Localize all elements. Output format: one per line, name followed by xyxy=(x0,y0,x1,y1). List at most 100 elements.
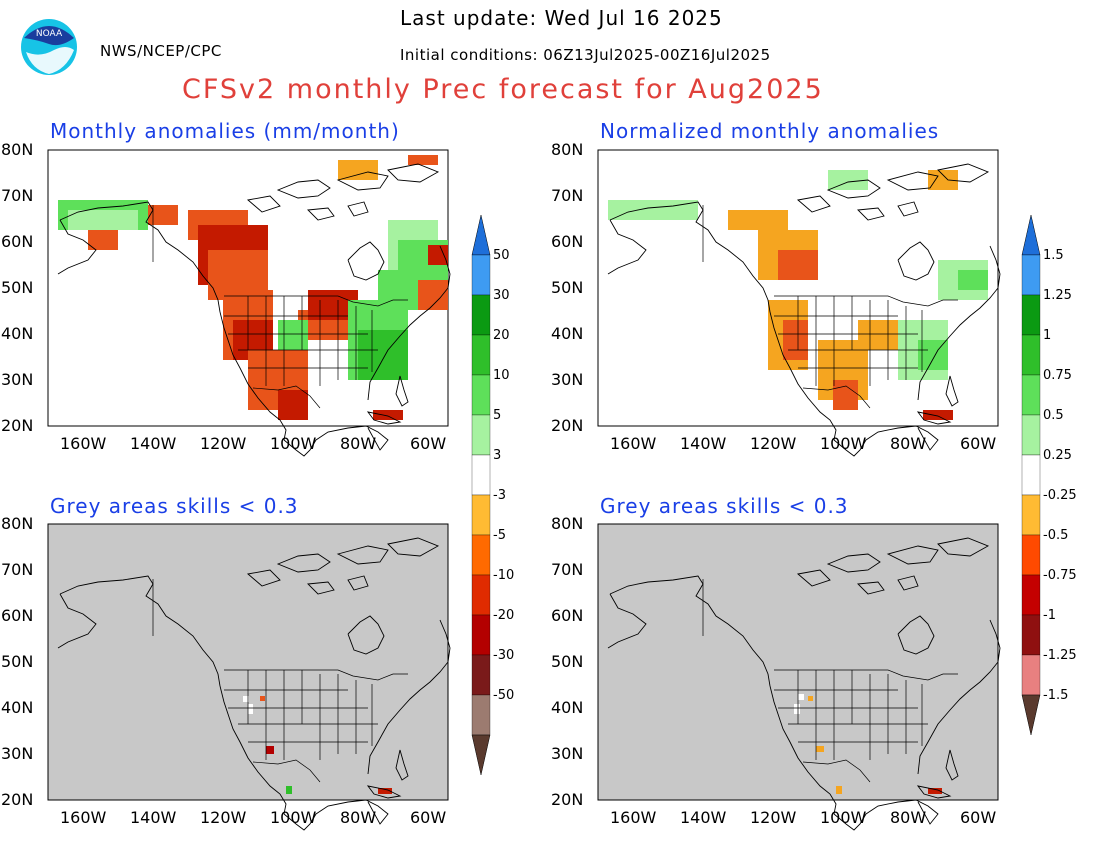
lon-label: 120W xyxy=(200,434,247,453)
colorbar-label: -5 xyxy=(493,528,506,543)
colorbar-bottom-arrow xyxy=(1021,694,1041,736)
lon-label: 120W xyxy=(750,434,797,453)
lon-label: 80W xyxy=(890,434,927,453)
colorbar-label: -0.5 xyxy=(1043,528,1069,543)
colorbar-label: 0.75 xyxy=(1043,368,1072,383)
lat-label: 50N xyxy=(551,278,584,297)
noaa-logo-icon: NOAA xyxy=(21,19,77,75)
lat-label: 40N xyxy=(1,698,34,717)
lat-label: 80N xyxy=(1,140,34,159)
colorbar-segment xyxy=(471,694,491,736)
lat-label: 30N xyxy=(1,370,34,389)
lat-label: 30N xyxy=(551,370,584,389)
lat-label: 40N xyxy=(551,324,584,343)
colorbar-segment xyxy=(471,414,491,456)
lon-label: 140W xyxy=(680,434,727,453)
colorbar-segment xyxy=(1021,494,1041,536)
colorbar-segment xyxy=(1021,374,1041,416)
colorbar-label: -30 xyxy=(493,648,515,663)
colorbar-right xyxy=(1021,214,1041,736)
lon-label: 160W xyxy=(60,808,107,827)
main-title: CFSv2 monthly Prec forecast for Aug2025 xyxy=(182,74,824,105)
colorbar-label: -10 xyxy=(493,568,515,583)
colorbar-segment xyxy=(471,254,491,296)
colorbar-label: 1.25 xyxy=(1043,288,1072,303)
colorbar-label: -1.5 xyxy=(1043,688,1069,703)
lon-label: 120W xyxy=(750,808,797,827)
colorbar-segment xyxy=(471,334,491,376)
colorbar-label: 10 xyxy=(493,368,510,383)
lon-label: 80W xyxy=(340,434,377,453)
init-conditions: Initial conditions: 06Z13Jul2025-00Z16Ju… xyxy=(400,46,771,64)
panel-normalized-map xyxy=(597,149,1001,457)
lon-label: 120W xyxy=(200,808,247,827)
colorbar-segment xyxy=(471,494,491,536)
colorbar-left xyxy=(471,214,491,776)
colorbar-label: -1.25 xyxy=(1043,648,1077,663)
colorbar-segment xyxy=(471,294,491,336)
lat-label: 80N xyxy=(551,514,584,533)
colorbar-label: 1.5 xyxy=(1043,248,1064,263)
noaa-logo: NOAA xyxy=(20,18,78,76)
colorbar-segment xyxy=(1021,414,1041,456)
panel-title-anomalies: Monthly anomalies (mm/month) xyxy=(50,119,400,143)
colorbar-label: -1 xyxy=(1043,608,1056,623)
colorbar-segment xyxy=(1021,534,1041,576)
colorbar-segment xyxy=(1021,334,1041,376)
lon-label: 60W xyxy=(960,434,997,453)
colorbar-segment xyxy=(1021,614,1041,656)
lon-label: 100W xyxy=(820,434,867,453)
colorbar-label: 50 xyxy=(493,248,510,263)
lat-label: 20N xyxy=(551,790,584,809)
agency-label: NWS/NCEP/CPC xyxy=(100,42,222,60)
lat-label: 50N xyxy=(551,652,584,671)
panel-title-normalized: Normalized monthly anomalies xyxy=(600,119,940,143)
colorbar-label: -3 xyxy=(493,488,506,503)
lon-label: 140W xyxy=(680,808,727,827)
colorbar-label: 30 xyxy=(493,288,510,303)
lon-label: 100W xyxy=(270,434,317,453)
lon-label: 60W xyxy=(960,808,997,827)
colorbar-segment xyxy=(1021,654,1041,696)
colorbar-label: -0.25 xyxy=(1043,488,1077,503)
colorbar-label: -50 xyxy=(493,688,515,703)
lon-label: 80W xyxy=(890,808,927,827)
panel-title-skill-right: Grey areas skills < 0.3 xyxy=(600,494,849,518)
lon-label: 140W xyxy=(130,434,177,453)
lon-label: 140W xyxy=(130,808,177,827)
colorbar-segment xyxy=(1021,294,1041,336)
lon-label: 60W xyxy=(410,808,447,827)
panel-anomalies-map xyxy=(47,149,451,457)
lat-label: 70N xyxy=(551,186,584,205)
colorbar-segment xyxy=(1021,574,1041,616)
lat-label: 70N xyxy=(1,186,34,205)
lon-label: 160W xyxy=(610,434,657,453)
lat-label: 40N xyxy=(551,698,584,717)
lat-label: 70N xyxy=(551,560,584,579)
colorbar-label: -0.75 xyxy=(1043,568,1077,583)
colorbar-top-arrow xyxy=(1021,214,1041,256)
lon-label: 100W xyxy=(820,808,867,827)
colorbar-label: 5 xyxy=(493,408,502,423)
lon-label: 160W xyxy=(610,808,657,827)
colorbar-segment xyxy=(471,614,491,656)
lat-label: 60N xyxy=(551,606,584,625)
panel-skill-right-map xyxy=(597,523,1001,831)
colorbar-segment xyxy=(1021,254,1041,296)
lat-label: 60N xyxy=(1,606,34,625)
lat-label: 40N xyxy=(1,324,34,343)
lat-label: 50N xyxy=(1,278,34,297)
panel-skill-left-map xyxy=(47,523,451,831)
colorbar-label: -20 xyxy=(493,608,515,623)
lat-label: 60N xyxy=(551,232,584,251)
colorbar-segment xyxy=(471,534,491,576)
colorbar-segment xyxy=(471,574,491,616)
panel-title-skill-left: Grey areas skills < 0.3 xyxy=(50,494,299,518)
lat-label: 80N xyxy=(551,140,584,159)
lat-label: 30N xyxy=(1,744,34,763)
svg-text:NOAA: NOAA xyxy=(36,29,63,39)
lon-label: 80W xyxy=(340,808,377,827)
colorbar-label: 1 xyxy=(1043,328,1052,343)
colorbar-label: 3 xyxy=(493,448,502,463)
